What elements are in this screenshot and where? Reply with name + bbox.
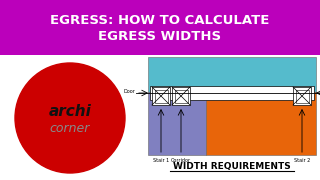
- Circle shape: [15, 63, 125, 173]
- Text: Corridor: Corridor: [171, 158, 191, 163]
- Bar: [152, 87, 170, 105]
- Text: archi: archi: [49, 103, 92, 118]
- Bar: [206, 92, 316, 155]
- Bar: [148, 57, 316, 92]
- Bar: [148, 92, 206, 155]
- Bar: [295, 89, 308, 102]
- Text: Stair 2: Stair 2: [294, 158, 310, 163]
- Bar: [150, 86, 314, 100]
- Text: Stair 1: Stair 1: [153, 158, 169, 163]
- Bar: [0, 0, 320, 55]
- Text: WIDTH REQUIREMENTS: WIDTH REQUIREMENTS: [173, 162, 291, 171]
- Bar: [293, 87, 311, 105]
- Text: Door: Door: [123, 89, 135, 94]
- Text: EGRESS: HOW TO CALCULATE: EGRESS: HOW TO CALCULATE: [50, 14, 270, 27]
- Bar: [174, 89, 188, 102]
- Text: corner: corner: [50, 123, 90, 136]
- Bar: [172, 87, 190, 105]
- Bar: [155, 89, 167, 102]
- Text: EGRESS WIDTHS: EGRESS WIDTHS: [99, 30, 221, 43]
